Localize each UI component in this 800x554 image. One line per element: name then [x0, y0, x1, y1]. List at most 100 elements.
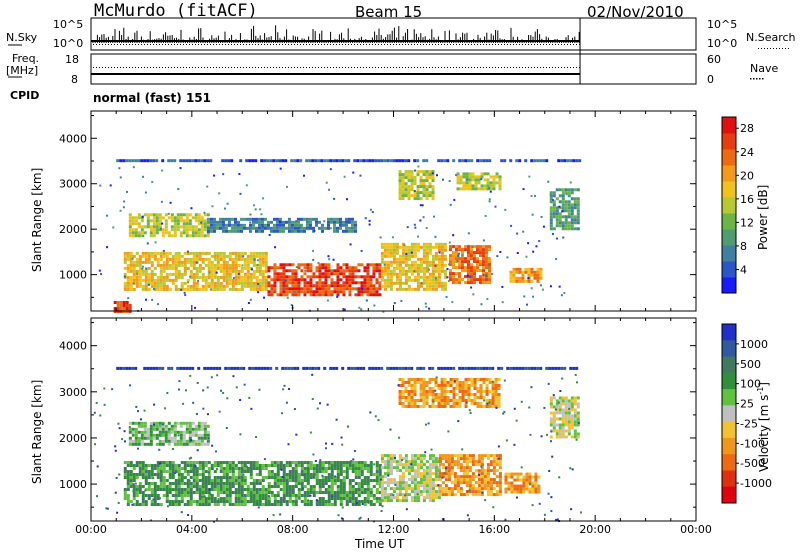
freq-dot — [540, 67, 541, 68]
power-cell — [533, 273, 537, 277]
power-cell — [419, 185, 423, 189]
velocity-cell — [300, 485, 304, 489]
power-cell — [369, 281, 373, 285]
velocity-cell — [525, 472, 529, 476]
power-cell — [221, 229, 225, 233]
velocity-cell — [138, 467, 142, 471]
velocity-cell — [444, 460, 448, 464]
velocity-cell — [186, 494, 190, 498]
power-cell — [149, 219, 153, 223]
velocity-cell — [180, 494, 184, 498]
velocity-cell — [342, 461, 346, 465]
power-cell — [481, 257, 485, 261]
power-noise — [346, 198, 349, 201]
velocity-cell — [243, 461, 247, 465]
power-cell — [243, 275, 247, 279]
freq-dot — [150, 67, 151, 68]
velocity-cell — [201, 500, 205, 504]
power-cell — [185, 222, 189, 226]
power-cell — [240, 284, 244, 288]
power-cell — [198, 266, 202, 270]
power-cell — [128, 228, 132, 232]
power-cell — [147, 278, 151, 282]
power-cell — [177, 254, 181, 258]
velocity-cell — [231, 473, 235, 477]
velocity-cell — [183, 470, 187, 474]
velocity-cell — [456, 454, 460, 458]
power-cell — [573, 200, 577, 204]
velocity-cell — [401, 380, 405, 384]
power-cell — [569, 159, 573, 163]
power-noise — [419, 204, 422, 207]
power-cell — [398, 269, 402, 273]
power-cell — [533, 270, 537, 274]
velocity-cell — [438, 460, 442, 464]
power-cell — [213, 272, 217, 276]
velocity-cell — [471, 487, 475, 491]
power-cell — [258, 251, 262, 255]
power-cell — [380, 251, 384, 255]
velocity-cell — [567, 414, 571, 418]
velocity-cell — [161, 427, 165, 431]
velocity-cell — [369, 473, 373, 477]
power-cell — [440, 269, 444, 273]
nsearch-dot — [315, 44, 316, 45]
velocity-cell — [159, 476, 163, 480]
velocity-cell — [179, 430, 183, 434]
freq-dot — [135, 67, 136, 68]
power-cell — [263, 223, 267, 227]
power-cell — [213, 275, 217, 279]
power-noise — [146, 242, 149, 245]
velocity-cell — [431, 466, 435, 470]
velocity-cell — [222, 476, 226, 480]
velocity-cell — [185, 424, 189, 428]
nsearch-dot — [228, 44, 229, 45]
velocity-cell — [404, 496, 408, 500]
power-cell — [246, 284, 250, 288]
velocity-cell — [462, 460, 466, 464]
power-cell — [221, 217, 225, 221]
power-cell — [264, 287, 268, 291]
power-cell — [345, 281, 349, 285]
power-noise — [486, 298, 489, 301]
power-cell — [395, 278, 399, 282]
power-cell — [279, 287, 283, 291]
power-noise — [252, 204, 255, 207]
power-cell — [404, 254, 408, 258]
power-cell — [135, 251, 139, 255]
power-cell — [245, 226, 249, 230]
velocity-cell — [135, 500, 139, 504]
power-cell — [165, 278, 169, 282]
power-cell — [561, 227, 565, 231]
velocity-cell — [342, 497, 346, 501]
power-cell — [182, 231, 186, 235]
power-cell — [398, 170, 402, 174]
power-cell — [137, 222, 141, 226]
power-cell — [318, 287, 322, 291]
power-cell — [515, 270, 519, 274]
power-cell — [227, 217, 231, 221]
power-noise — [523, 295, 526, 298]
power-noise — [441, 178, 444, 181]
velocity-cell — [480, 472, 484, 476]
power-cell — [459, 178, 463, 182]
power-cell — [186, 266, 190, 270]
freq-dot — [453, 67, 454, 68]
velocity-cell — [422, 487, 426, 491]
power-cell — [395, 281, 399, 285]
velocity-cell — [366, 467, 370, 471]
velocity-cell — [549, 423, 553, 427]
velocity-cell — [317, 366, 321, 370]
velocity-cell — [213, 497, 217, 501]
nsearch-dot — [339, 44, 340, 45]
power-cell — [383, 251, 387, 255]
velocity-cell — [492, 466, 496, 470]
nsearch-legend-dot — [773, 48, 774, 49]
power-cell — [576, 197, 580, 201]
power-cell — [462, 175, 466, 179]
power-cell — [468, 184, 472, 188]
velocity-cell — [368, 366, 372, 370]
velocity-cell — [318, 479, 322, 483]
velocity-cell — [173, 439, 177, 443]
power-cell — [527, 267, 531, 271]
